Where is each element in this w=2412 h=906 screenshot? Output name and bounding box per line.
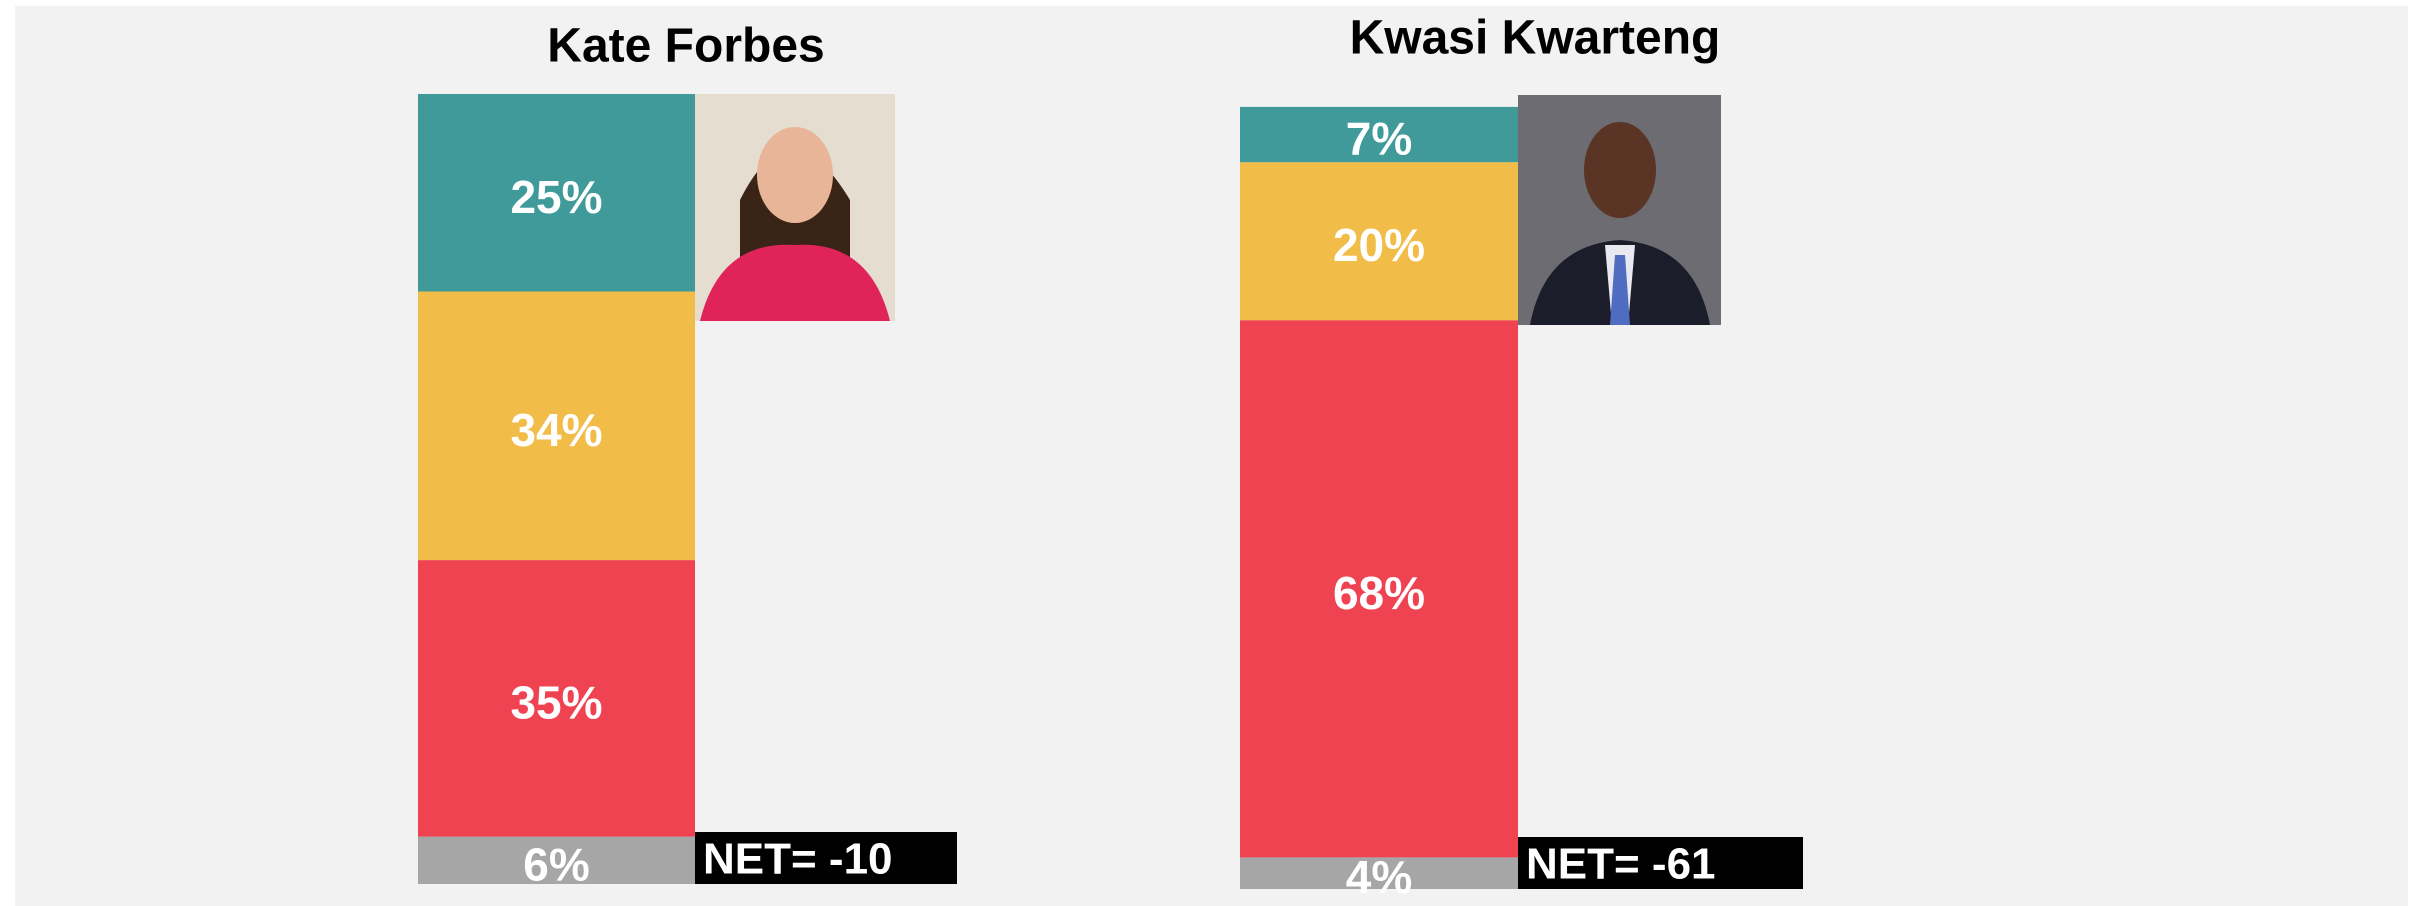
- net-box: [1518, 837, 1803, 889]
- net-label: NET= -61: [1526, 840, 1716, 889]
- net-box: [695, 832, 957, 884]
- value-label: 7%: [1346, 113, 1412, 165]
- bar-segment: [418, 560, 695, 837]
- value-label: 25%: [510, 171, 602, 223]
- value-label: 4%: [1346, 851, 1412, 903]
- chart-title: Kwasi Kwarteng: [1350, 12, 1721, 65]
- value-label: 20%: [1333, 219, 1425, 271]
- chart-title: Kate Forbes: [547, 20, 824, 73]
- background: [15, 6, 2408, 906]
- bar-segment: [1240, 162, 1518, 321]
- bar-segment: [418, 94, 695, 292]
- bar-segment: [418, 836, 695, 884]
- net-label: NET= -10: [703, 835, 893, 884]
- value-label: 68%: [1333, 567, 1425, 619]
- photo: [692, 94, 895, 321]
- value-label: 35%: [510, 676, 602, 728]
- bar-segment: [1240, 106, 1518, 163]
- bar-segment: [418, 291, 695, 561]
- photo: [1518, 95, 1721, 325]
- bar-segment: [1240, 857, 1518, 889]
- value-label: 34%: [510, 404, 602, 456]
- value-label: 6%: [523, 838, 589, 890]
- bar-segment: [1240, 320, 1518, 858]
